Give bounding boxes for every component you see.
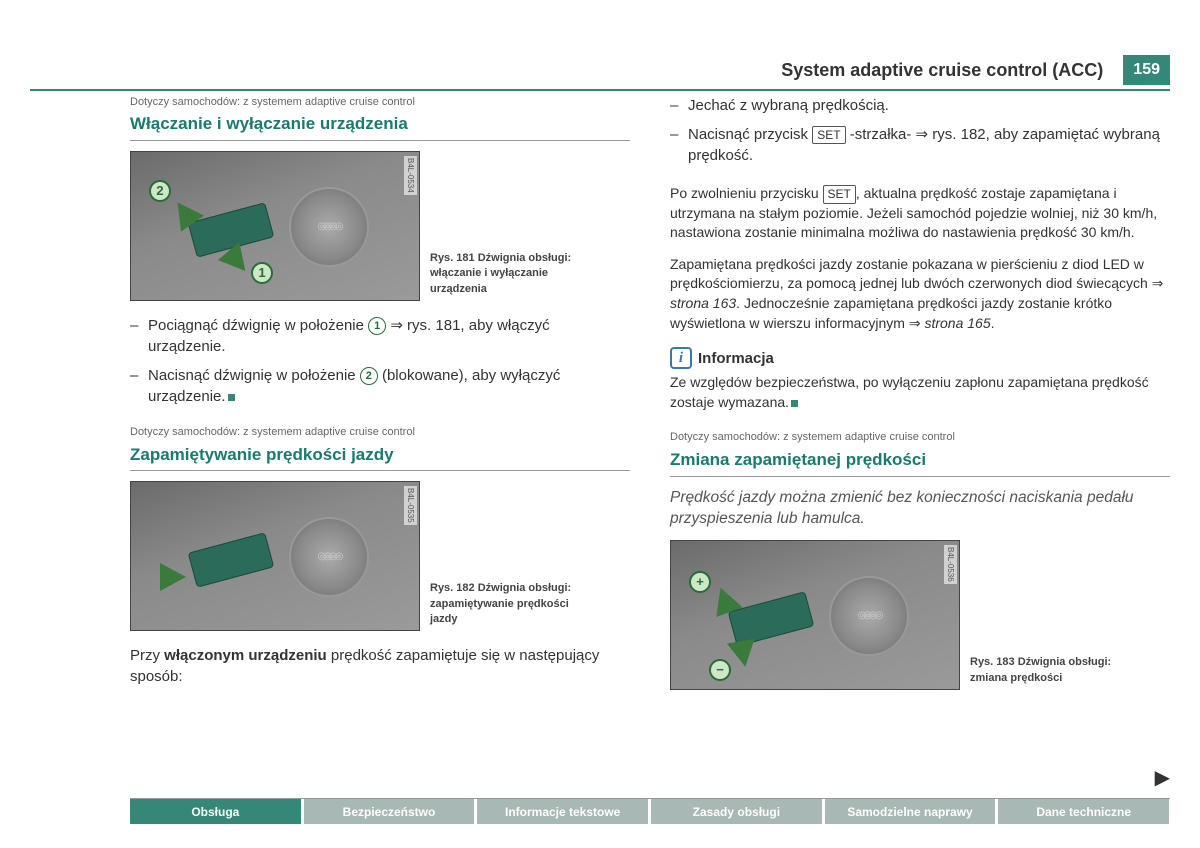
instruction-list-2: Jechać z wybraną prędkością. Nacisnąć pr… <box>670 95 1170 166</box>
info-box: i Informacja Ze względów bezpieczeństwa,… <box>670 347 1170 412</box>
callout-plus: + <box>689 571 711 593</box>
image-code: B4L-0535 <box>404 486 417 525</box>
manual-page: System adaptive cruise control (ACC) 159… <box>0 0 1200 848</box>
continue-arrow-icon: ▶ <box>1155 764 1170 792</box>
section-heading-store: Zapamiętywanie prędkości jazdy <box>130 443 630 472</box>
info-icon: i <box>670 347 692 369</box>
left-column: Dotyczy samochodów: z systemem adaptive … <box>130 95 630 788</box>
figure-181-caption: Rys. 181 Dźwignia obsługi: włączanie i w… <box>430 251 580 301</box>
figure-182-caption: Rys. 182 Dźwignia obsługi: zapamiętywani… <box>430 581 580 631</box>
list-item: Pociągnąć dźwignię w położenie 1 ⇒ rys. … <box>130 315 630 357</box>
figure-182-image: B4L-0535 <box>130 481 420 631</box>
applies-to-note: Dotyczy samochodów: z systemem adaptive … <box>670 430 1170 445</box>
image-code: B4L-0534 <box>404 156 417 195</box>
page-number: 159 <box>1123 55 1170 85</box>
steering-wheel-logo <box>289 517 369 597</box>
section-heading-change: Zmiana zapamiętanej prędkości <box>670 448 1170 477</box>
intro-paragraph: Przy włączonym urządzeniu prędkość zapam… <box>130 645 630 687</box>
callout-1: 1 <box>251 262 273 284</box>
instruction-list-1: Pociągnąć dźwignię w położenie 1 ⇒ rys. … <box>130 315 630 407</box>
tab-naprawy[interactable]: Samodzielne naprawy <box>825 799 997 824</box>
tab-bezpieczenstwo[interactable]: Bezpieczeństwo <box>304 799 476 824</box>
figure-183-block: + − B4L-0536 Rys. 183 Dźwignia obsługi: … <box>670 540 1170 690</box>
footer-tabs: Obsługa Bezpieczeństwo Informacje teksto… <box>130 798 1170 824</box>
figure-181-block: 2 1 B4L-0534 Rys. 181 Dźwignia obsługi: … <box>130 151 630 301</box>
figure-182-block: B4L-0535 Rys. 182 Dźwignia obsługi: zapa… <box>130 481 630 631</box>
info-label: Informacja <box>698 348 774 369</box>
content-area: Dotyczy samochodów: z systemem adaptive … <box>130 95 1170 788</box>
inline-callout-1: 1 <box>368 317 386 335</box>
control-lever <box>188 533 275 588</box>
image-code: B4L-0536 <box>944 545 957 584</box>
tab-informacje[interactable]: Informacje tekstowe <box>477 799 649 824</box>
header-title: System adaptive cruise control (ACC) <box>781 60 1103 81</box>
callout-minus: − <box>709 659 731 681</box>
control-lever <box>728 591 815 646</box>
set-key: SET <box>823 185 856 204</box>
tab-dane[interactable]: Dane techniczne <box>998 799 1170 824</box>
steering-wheel-logo <box>829 576 909 656</box>
info-text: Ze względów bezpieczeństwa, po wyłączeni… <box>670 373 1170 412</box>
right-column: Jechać z wybraną prędkością. Nacisnąć pr… <box>670 95 1170 788</box>
applies-to-note: Dotyczy samochodów: z systemem adaptive … <box>130 425 630 440</box>
section-heading-enable: Włączanie i wyłączanie urządzenia <box>130 112 630 141</box>
paragraph: Zapamiętana prędkości jazdy zostanie pok… <box>670 255 1170 333</box>
section-subtitle: Prędkość jazdy można zmienić bez koniecz… <box>670 487 1170 530</box>
applies-to-note: Dotyczy samochodów: z systemem adaptive … <box>130 95 630 110</box>
arrow-down-icon <box>727 639 759 669</box>
page-header: System adaptive cruise control (ACC) 159 <box>30 55 1170 91</box>
steering-wheel-logo <box>289 187 369 267</box>
figure-183-caption: Rys. 183 Dźwignia obsługi: zmiana prędko… <box>970 655 1120 690</box>
inline-callout-2: 2 <box>360 367 378 385</box>
info-header: i Informacja <box>670 347 1170 369</box>
list-item: Jechać z wybraną prędkością. <box>670 95 1170 116</box>
callout-2: 2 <box>149 180 171 202</box>
figure-181-image: 2 1 B4L-0534 <box>130 151 420 301</box>
list-item: Nacisnąć przycisk SET -strzałka- ⇒ rys. … <box>670 124 1170 166</box>
end-mark-icon <box>228 394 235 401</box>
tab-obsluga[interactable]: Obsługa <box>130 799 302 824</box>
figure-183-image: + − B4L-0536 <box>670 540 960 690</box>
tab-zasady[interactable]: Zasady obsługi <box>651 799 823 824</box>
set-key: SET <box>812 126 845 145</box>
list-item: Nacisnąć dźwignię w położenie 2 (blokowa… <box>130 365 630 407</box>
end-mark-icon <box>791 400 798 407</box>
paragraph: Po zwolnieniu przycisku SET, aktualna pr… <box>670 184 1170 243</box>
arrow-right-icon <box>160 563 186 591</box>
